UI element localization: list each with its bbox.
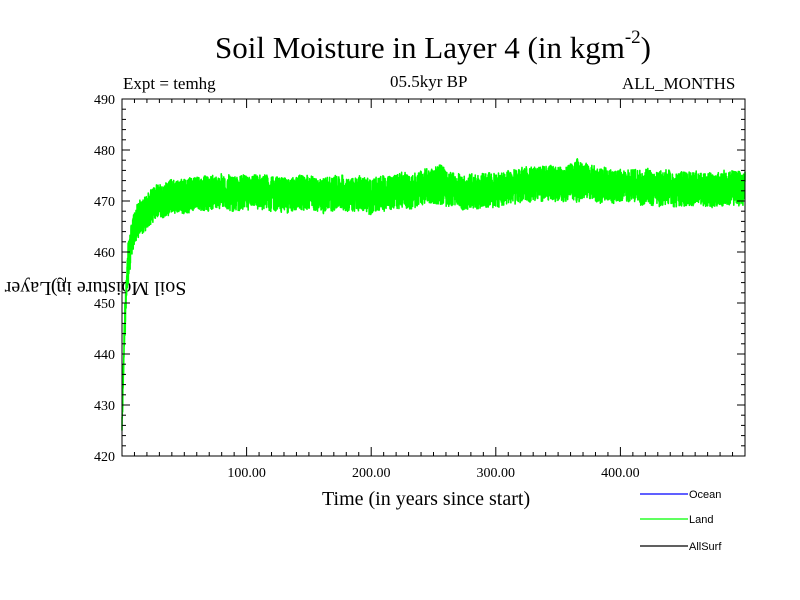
months-label: ALL_MONTHS bbox=[622, 74, 736, 93]
series-land-group bbox=[121, 158, 746, 431]
y-axis: 420 430 440 450 460 470 480 490 bbox=[94, 93, 745, 465]
legend-label-allsurf: AllSurf bbox=[689, 541, 722, 553]
y-tick-label: 460 bbox=[94, 246, 115, 261]
chart-title-superscript: -2 bbox=[624, 26, 641, 48]
chart-title: Soil Moisture in Layer 4 (in kgm-2) bbox=[0, 26, 800, 66]
x-tick-label: 200.00 bbox=[352, 466, 391, 481]
chart-title-text: Soil Moisture in Layer 4 (in kgm bbox=[215, 30, 625, 65]
x-tick-label: 300.00 bbox=[477, 466, 516, 481]
plot-frame bbox=[121, 98, 746, 457]
chart-title-close: ) bbox=[640, 30, 651, 65]
legend-label-ocean: Ocean bbox=[689, 489, 721, 501]
legend: Ocean Land AllSurf bbox=[640, 489, 722, 553]
series-land-line bbox=[121, 158, 746, 431]
period-label: 05.5kyr BP bbox=[390, 72, 468, 91]
x-tick-label: 100.00 bbox=[227, 466, 266, 481]
y-tick-label: 470 bbox=[94, 195, 115, 210]
x-axis: 100.00 200.00 300.00 400.00 bbox=[133, 99, 734, 481]
legend-label-land: Land bbox=[689, 514, 713, 526]
y-tick-label: 490 bbox=[94, 93, 115, 108]
y-tick-label: 440 bbox=[94, 348, 115, 363]
experiment-label: Expt = temhg bbox=[123, 74, 216, 93]
y-tick-label: 480 bbox=[94, 144, 115, 159]
y-tick-label: 420 bbox=[94, 450, 115, 465]
x-axis-label: Time (in years since start) bbox=[322, 488, 531, 510]
x-tick-label: 400.00 bbox=[601, 466, 640, 481]
y-tick-label: 430 bbox=[94, 399, 115, 414]
y-tick-label: 450 bbox=[94, 297, 115, 312]
